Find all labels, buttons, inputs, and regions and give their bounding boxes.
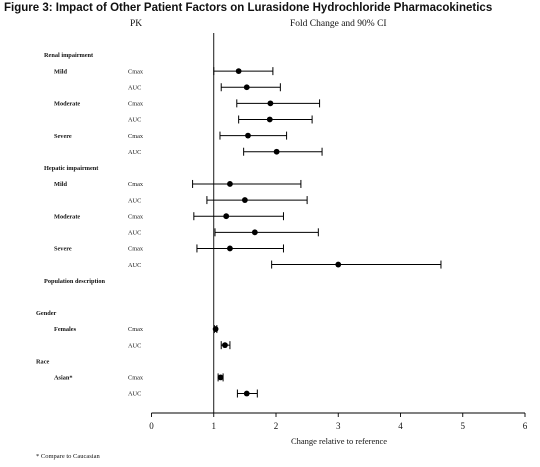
- x-tick-label: 5: [461, 421, 466, 431]
- estimate-point: [241, 197, 248, 203]
- metric-label: AUC: [128, 391, 141, 398]
- metric-label: Cmax: [128, 133, 144, 140]
- pk-column-header: PK: [130, 19, 142, 29]
- x-tick-label: 0: [149, 421, 154, 431]
- row-label: Moderate: [54, 101, 80, 108]
- estimate-point: [266, 116, 273, 123]
- row-label: Severe: [54, 246, 72, 253]
- estimate-point: [227, 181, 233, 187]
- metric-label: AUC: [128, 149, 141, 156]
- x-tick-label: 3: [336, 421, 341, 431]
- x-tick-label: 1: [212, 421, 217, 431]
- group-label: Renal impairment: [44, 52, 94, 59]
- metric-label: Cmax: [128, 101, 144, 108]
- row-label: Mild: [54, 68, 67, 75]
- figure-title: Figure 3: Impact of Other Patient Factor…: [4, 2, 493, 14]
- metric-label: AUC: [128, 342, 141, 349]
- estimate-point: [273, 148, 280, 155]
- row-label: Asian*: [54, 375, 73, 382]
- metric-label: Cmax: [128, 246, 144, 253]
- metric-label: Cmax: [128, 213, 144, 220]
- forest-rows: Renal impairment Mild Cmax AUC Moderate Cmax A…: [36, 52, 442, 398]
- row-label: Mild: [54, 181, 67, 188]
- x-tick-label: 6: [523, 421, 528, 431]
- x-axis-ticks: 0 1 2 3 4 5 6: [149, 413, 528, 431]
- estimate-point: [243, 84, 250, 91]
- estimate-point: [251, 229, 258, 236]
- metric-label: Cmax: [128, 326, 144, 333]
- estimate-point: [212, 326, 219, 332]
- x-tick-label: 4: [398, 421, 403, 431]
- estimate-point: [335, 261, 342, 268]
- estimate-point: [267, 100, 274, 107]
- x-axis-label: Change relative to reference: [291, 436, 387, 446]
- estimate-point: [227, 245, 233, 252]
- row-label: Females: [54, 326, 77, 333]
- fold-change-header: Fold Change and 90% CI: [290, 19, 387, 29]
- row-label: Severe: [54, 133, 72, 140]
- row-label: Moderate: [54, 213, 80, 220]
- subgroup-label: Gender: [36, 310, 56, 317]
- estimate-point: [245, 132, 251, 139]
- estimate-point: [243, 390, 250, 397]
- metric-label: AUC: [128, 84, 141, 91]
- estimate-point: [217, 374, 224, 381]
- group-label: Hepatic impairment: [44, 165, 99, 172]
- footnote: * Compare to Caucasian: [36, 453, 100, 460]
- metric-label: Cmax: [128, 375, 144, 382]
- estimate-point: [235, 68, 242, 75]
- metric-label: Cmax: [128, 68, 144, 75]
- metric-label: AUC: [128, 230, 141, 237]
- metric-label: AUC: [128, 197, 141, 204]
- estimate-point: [223, 213, 230, 220]
- group-label: Population description: [44, 278, 106, 285]
- x-tick-label: 2: [274, 421, 279, 431]
- subgroup-label: Race: [36, 358, 49, 365]
- metric-label: AUC: [128, 262, 141, 269]
- estimate-point: [222, 342, 228, 349]
- metric-label: AUC: [128, 117, 141, 124]
- metric-label: Cmax: [128, 181, 144, 188]
